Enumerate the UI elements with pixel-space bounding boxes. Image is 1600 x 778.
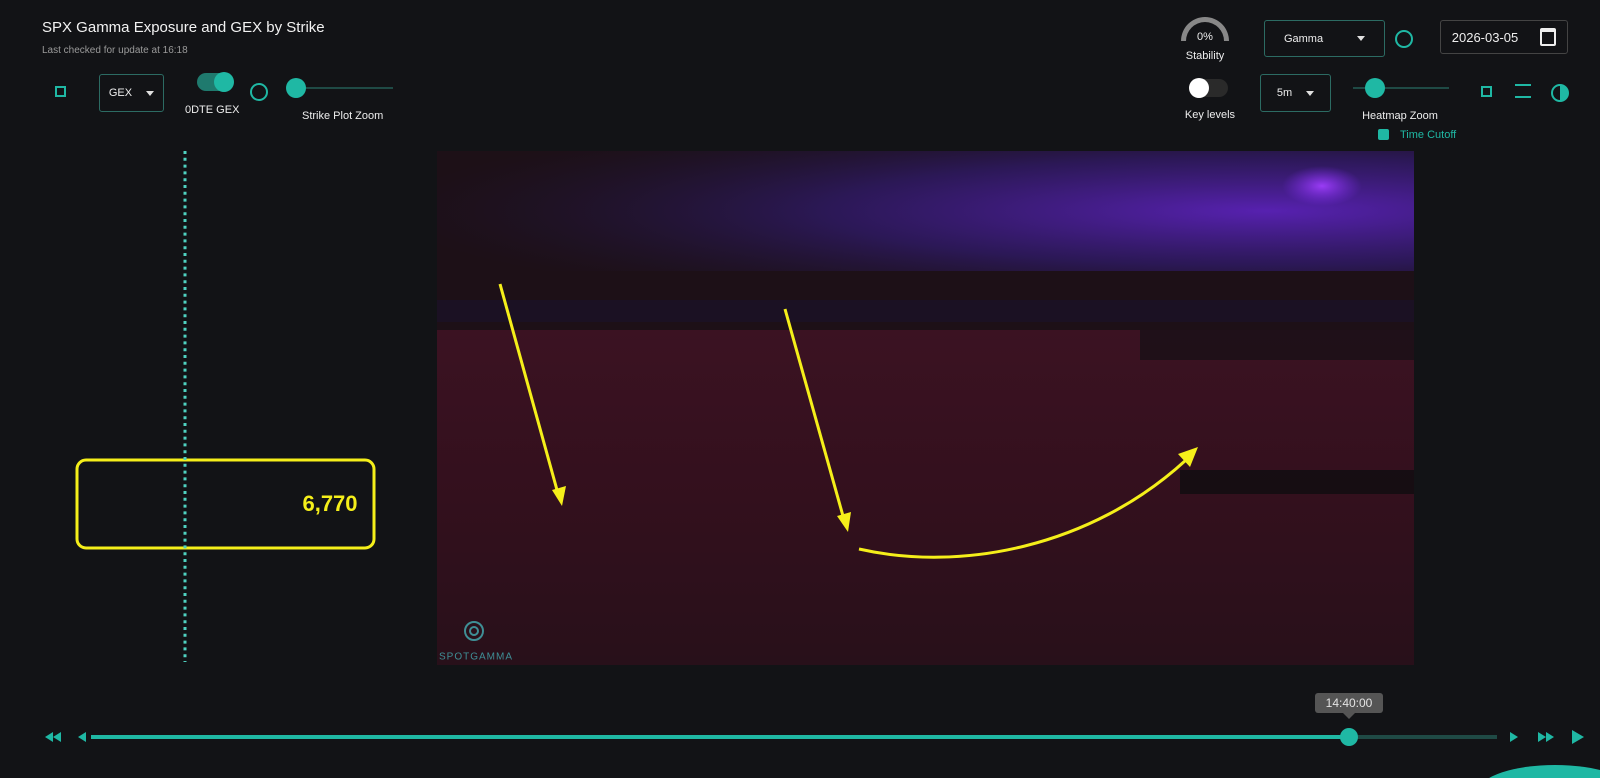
interval-text: 5m — [1276, 87, 1293, 99]
timeline-thumb[interactable] — [1340, 728, 1358, 746]
heatmap — [437, 151, 1414, 665]
highlight-box — [75, 458, 376, 550]
play-button[interactable] — [1572, 730, 1584, 744]
stability-label: Stability — [1185, 50, 1225, 62]
date-picker[interactable]: 2026-03-05 — [1440, 20, 1568, 54]
key-levels-label: Key levels — [1184, 109, 1236, 121]
step-forward[interactable] — [1510, 732, 1518, 742]
contrast-icon[interactable] — [1551, 84, 1569, 102]
expand-icon[interactable] — [1481, 86, 1492, 97]
page-title: SPX Gamma Exposure and GEX by Strike — [42, 19, 325, 36]
timeline — [45, 693, 1600, 778]
timeline-current: 14:40:00 — [1326, 696, 1373, 710]
info-icon[interactable] — [250, 83, 268, 101]
time-cutoff-label: Time Cutoff — [1400, 129, 1457, 141]
strike-zoom-track — [296, 87, 393, 89]
gex-select-text: GEX — [108, 87, 133, 99]
strike-zoom-knob[interactable] — [286, 78, 306, 98]
page-subtitle: Last checked for update at 16:18 — [42, 45, 188, 56]
timeline-tooltip — [1315, 693, 1383, 713]
odte-toggle[interactable] — [197, 72, 234, 92]
time-cutoff-checkbox[interactable] — [1378, 129, 1389, 140]
key-levels-toggle[interactable] — [1189, 78, 1228, 98]
step-back[interactable] — [78, 732, 86, 742]
annotation-arrowheads — [552, 447, 1198, 532]
date-text: 2026-03-05 — [1451, 29, 1519, 45]
annotation-label: 6,770 — [302, 491, 357, 516]
brand-text: SPOTGAMMA — [439, 652, 513, 663]
heatmap-zoom-track — [1353, 87, 1449, 89]
annotation-arrows — [498, 283, 1188, 559]
expand-icon[interactable] — [55, 86, 66, 97]
strike-zoom-label: Strike Plot Zoom — [302, 110, 384, 122]
settings-icon[interactable] — [1515, 84, 1531, 98]
odte-label: 0DTE GEX — [185, 104, 240, 116]
heatmap-zoom-label: Heatmap Zoom — [1362, 110, 1438, 122]
mode-select[interactable]: Gamma — [1264, 20, 1385, 57]
gex-select[interactable]: GEX — [99, 74, 164, 112]
brand-logo — [464, 621, 484, 641]
interval-select[interactable]: 5m — [1260, 74, 1331, 112]
stability-value: 0% — [1197, 31, 1213, 43]
heatmap-zoom-knob[interactable] — [1365, 78, 1385, 98]
mode-select-text: Gamma — [1283, 32, 1324, 45]
info-icon[interactable] — [1395, 30, 1413, 48]
